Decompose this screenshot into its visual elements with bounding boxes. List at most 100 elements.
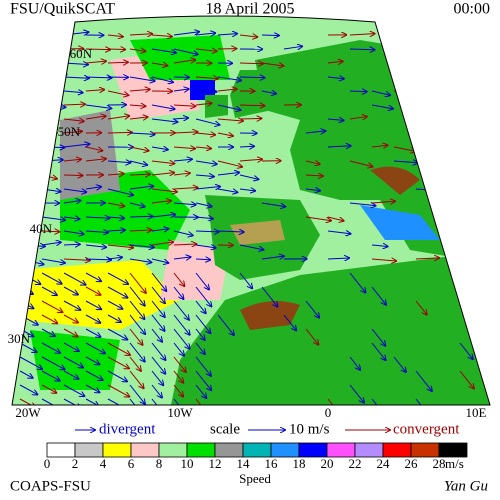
wind-arrow	[19, 47, 34, 49]
wind-arrow	[305, 131, 325, 133]
legend-scale: scale	[210, 421, 240, 437]
wind-arrow	[151, 147, 168, 150]
wind-arrow	[195, 133, 215, 135]
colorbar-swatch	[382, 442, 412, 458]
wind-arrow	[129, 105, 145, 106]
wind-arrow	[63, 370, 78, 379]
wind-arrow	[173, 118, 188, 119]
wind-arrow	[129, 146, 149, 151]
wind-arrow	[85, 384, 99, 392]
wind-arrow	[327, 231, 351, 234]
colorbar-label: 8	[156, 456, 163, 471]
colorbar-label: 0	[44, 456, 51, 471]
wind-arrow	[151, 229, 168, 231]
wind-arrow	[151, 286, 165, 303]
wind-arrow	[85, 187, 101, 189]
wind-arrow	[129, 328, 143, 345]
wind-arrow	[371, 104, 393, 109]
wind-arrow	[239, 63, 263, 64]
wind-arrow	[151, 272, 166, 291]
wind-arrow	[19, 215, 37, 217]
wind-arrow	[217, 104, 240, 110]
lon-label: 10W	[167, 405, 193, 420]
wind-arrow	[107, 300, 122, 309]
wind-arrow	[151, 328, 162, 342]
wind-arrow	[349, 356, 360, 370]
colorbar-label: 12	[209, 456, 222, 471]
wind-arrow	[41, 242, 61, 245]
wind-arrow	[107, 328, 127, 340]
wind-arrow	[195, 342, 205, 354]
wind-arrow	[107, 62, 128, 63]
wind-arrow	[261, 256, 284, 259]
wind-arrow	[173, 328, 190, 349]
colorbar: 0 2 4 6 8 10 12 14 16 18 20 22 24 26 28 m/s	[44, 442, 468, 471]
wind-arrow	[19, 133, 45, 135]
wind-arrow	[459, 217, 475, 219]
wind-arrow	[85, 159, 106, 161]
wind-arrow	[129, 186, 153, 189]
colorbar-swatch	[326, 442, 356, 458]
wind-arrow	[63, 342, 79, 351]
wind-arrow	[107, 272, 128, 284]
wind-arrow	[173, 173, 190, 175]
header-left: FSU/QuikSCAT	[10, 1, 115, 18]
wind-arrow	[261, 91, 276, 94]
wind-arrow	[151, 384, 162, 398]
wind-arrow	[85, 61, 106, 63]
wind-arrow	[173, 147, 195, 149]
wind-arrow	[85, 146, 102, 151]
colorbar-swatch	[270, 442, 300, 458]
colorbar-label: 14	[237, 456, 251, 471]
wind-arrow	[63, 159, 81, 161]
wind-arrow	[349, 91, 367, 92]
wind-arrow	[151, 370, 163, 385]
wind-arrow	[239, 272, 252, 288]
wind-arrow	[63, 259, 90, 260]
wind-arrow	[459, 370, 474, 388]
wind-arrow	[41, 119, 59, 120]
wind-arrow	[459, 77, 474, 78]
wind-arrow	[283, 46, 302, 49]
wind-arrow	[173, 356, 186, 372]
wind-arrow	[129, 314, 145, 334]
wind-arrow	[217, 34, 237, 35]
wind-arrow	[173, 342, 184, 356]
wind-arrow	[63, 77, 89, 78]
wind-arrow	[349, 203, 375, 206]
wind-arrow	[327, 77, 344, 79]
wind-arrow	[195, 49, 217, 51]
wind-arrow	[393, 161, 418, 163]
wind-arrow	[349, 384, 364, 403]
wind-arrow	[63, 244, 80, 245]
wind-arrow	[41, 49, 64, 52]
wind-arrow	[217, 172, 239, 175]
wind-arrow	[173, 105, 195, 106]
wind-arrow	[151, 314, 165, 331]
wind-arrow	[195, 231, 219, 232]
wind-arrow	[305, 189, 320, 191]
wind-arrow	[63, 398, 81, 405]
colorbar-swatch	[298, 442, 328, 458]
wind-arrow	[195, 118, 219, 125]
wind-arrow	[85, 90, 104, 91]
wind-arrow	[19, 384, 37, 394]
wind-arrow	[41, 231, 59, 232]
wind-arrow	[371, 145, 388, 147]
wind-arrow	[129, 89, 150, 91]
wind-arrow	[129, 160, 147, 165]
lat-label: 60N	[70, 46, 93, 61]
wind-arrow	[19, 161, 34, 164]
colorbar-label: 16	[265, 456, 279, 471]
wind-arrow	[173, 203, 196, 205]
wind-arrow	[129, 300, 144, 319]
wind-arrows	[19, 32, 484, 405]
wind-arrow	[437, 174, 462, 178]
wind-arrow	[41, 74, 67, 77]
legend-scale-value: 10 m/s	[289, 421, 330, 437]
wind-arrow	[173, 370, 183, 383]
wind-arrow	[437, 160, 462, 165]
wind-arrow	[239, 174, 258, 179]
wind-arrow	[415, 398, 425, 405]
wind-arrow	[19, 89, 42, 91]
